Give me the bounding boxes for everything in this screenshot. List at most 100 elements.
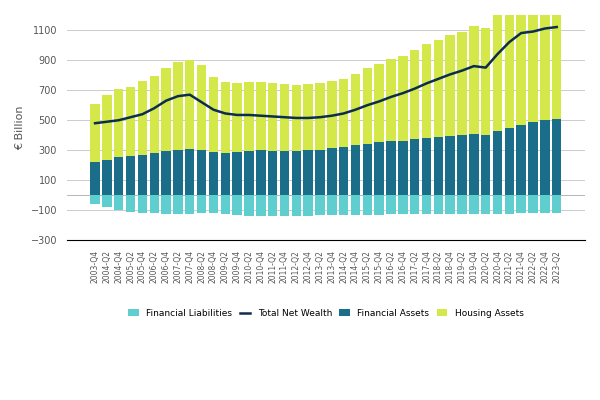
Total Net Wealth (198, 100, 205, 104)
Bar (91, 195, 100, 204)
Total Net Wealth (328, 113, 335, 118)
Total Net Wealth (541, 26, 548, 31)
Bar (374, 142, 384, 195)
Bar (422, 138, 431, 195)
Bar (244, 82, 254, 151)
Bar (493, 15, 502, 131)
Bar (469, 134, 479, 195)
Bar (256, 82, 266, 150)
Bar (315, 83, 325, 150)
Total Net Wealth (352, 107, 359, 112)
Total Net Wealth (364, 103, 371, 108)
Bar (327, 195, 337, 215)
Bar (422, 44, 431, 138)
Bar (232, 152, 242, 195)
Bar (209, 152, 218, 195)
Total Net Wealth (186, 92, 193, 97)
Bar (185, 149, 194, 195)
Total Net Wealth (553, 25, 560, 30)
Bar (268, 151, 277, 195)
Bar (552, 119, 562, 195)
Bar (185, 195, 194, 214)
Bar (517, 125, 526, 195)
Bar (469, 195, 479, 214)
Bar (221, 195, 230, 214)
Bar (173, 195, 182, 214)
Total Net Wealth (127, 115, 134, 120)
Bar (434, 137, 443, 195)
Line: Total Net Wealth: Total Net Wealth (95, 27, 557, 123)
Bar (280, 151, 289, 195)
Bar (244, 195, 254, 216)
Bar (540, 195, 550, 213)
Total Net Wealth (115, 118, 122, 123)
Bar (386, 59, 396, 141)
Bar (434, 40, 443, 137)
Bar (161, 68, 171, 151)
Bar (161, 151, 171, 195)
Bar (137, 155, 147, 195)
Bar (292, 151, 301, 195)
Bar (481, 195, 490, 214)
Total Net Wealth (269, 114, 276, 119)
Bar (351, 74, 360, 145)
Total Net Wealth (494, 52, 501, 56)
Bar (149, 152, 159, 195)
Bar (481, 28, 490, 134)
Bar (304, 84, 313, 150)
Bar (481, 134, 490, 195)
Bar (221, 152, 230, 195)
Bar (232, 83, 242, 152)
Bar (339, 147, 349, 195)
Bar (362, 195, 372, 215)
Bar (445, 195, 455, 214)
Bar (469, 26, 479, 134)
Bar (327, 148, 337, 195)
Bar (114, 90, 124, 157)
Bar (422, 195, 431, 214)
Bar (362, 68, 372, 144)
Total Net Wealth (340, 111, 347, 116)
Total Net Wealth (446, 72, 454, 77)
Bar (102, 96, 112, 160)
Bar (256, 195, 266, 216)
Bar (351, 145, 360, 195)
Bar (149, 195, 159, 214)
Total Net Wealth (257, 113, 265, 118)
Bar (137, 195, 147, 213)
Bar (173, 150, 182, 195)
Bar (280, 195, 289, 216)
Total Net Wealth (163, 98, 170, 103)
Bar (114, 195, 124, 210)
Total Net Wealth (482, 65, 489, 70)
Bar (505, 128, 514, 195)
Total Net Wealth (233, 112, 241, 117)
Bar (197, 65, 206, 150)
Bar (398, 195, 407, 214)
Total Net Wealth (151, 106, 158, 110)
Bar (493, 131, 502, 195)
Total Net Wealth (529, 29, 536, 34)
Total Net Wealth (518, 31, 525, 36)
Bar (386, 195, 396, 214)
Total Net Wealth (293, 116, 300, 120)
Bar (197, 195, 206, 214)
Bar (268, 195, 277, 216)
Bar (374, 64, 384, 142)
Legend: Financial Liabilities, Total Net Wealth, Financial Assets, Housing Assets: Financial Liabilities, Total Net Wealth,… (125, 306, 527, 322)
Total Net Wealth (210, 107, 217, 112)
Bar (410, 139, 419, 195)
Bar (209, 77, 218, 152)
Bar (505, 195, 514, 214)
Total Net Wealth (423, 81, 430, 86)
Bar (517, 0, 526, 125)
Total Net Wealth (470, 64, 478, 68)
Bar (102, 160, 112, 195)
Bar (517, 195, 526, 214)
Bar (529, 122, 538, 195)
Total Net Wealth (435, 76, 442, 81)
Bar (315, 150, 325, 195)
Total Net Wealth (103, 119, 110, 124)
Bar (244, 151, 254, 195)
Total Net Wealth (281, 115, 288, 120)
